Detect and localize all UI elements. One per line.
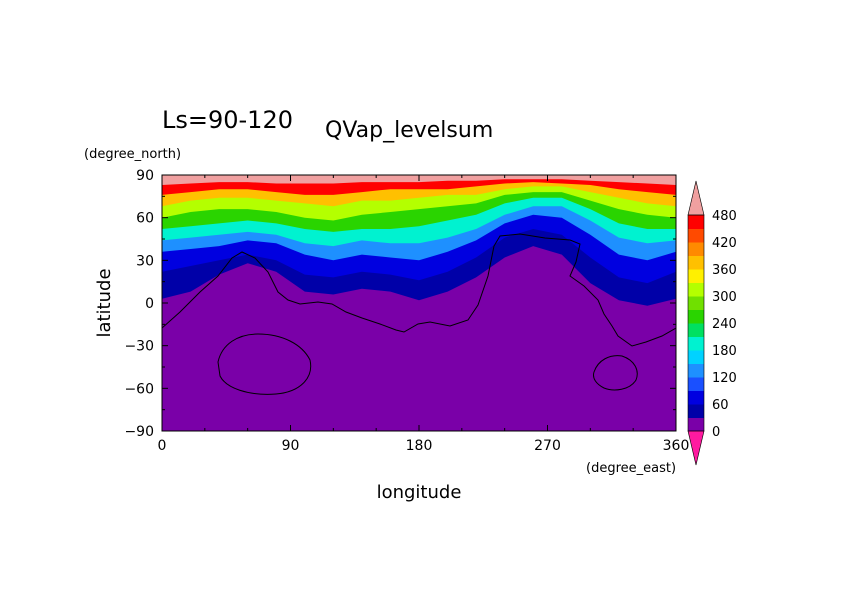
x-axis-ticks: 0 90 180 270 360 [158,175,690,454]
x-units-label: (degree_east) [586,461,676,476]
colorbar-swatch [688,323,704,337]
topo-contour-north [162,233,676,347]
colorbar-label: 0 [712,425,720,440]
x-axis-label: longitude [377,482,462,503]
y-tick-label: −90 [124,424,154,440]
colorbar-arrow-under [687,430,705,466]
y-units-label: (degree_north) [84,147,181,162]
colorbar-label: 300 [712,290,737,305]
colorbar-swatch [688,363,704,378]
y-tick-label: 30 [136,253,154,269]
colorbar-swatch [688,390,704,405]
plot-area [162,175,676,431]
colorbar-frame [687,214,705,432]
colorbar-label: 360 [712,263,737,278]
colorbar: 480 420 360 300 240 180 120 60 0 [687,180,737,466]
topo-contour-basin-west [217,333,312,395]
colorbar-label: 120 [712,371,737,386]
colorbar-swatch [688,282,704,297]
x-tick-label: 0 [158,438,167,454]
colorbar-label: 60 [712,398,729,413]
colorbar-swatch [688,377,704,391]
y-axis-label: latitude [94,268,115,337]
y-tick-label: 60 [136,211,154,227]
chart-title-right: QVap_levelsum [325,118,493,143]
colorbar-swatch [688,350,704,364]
colorbar-swatch [688,309,704,324]
x-tick-label: 90 [282,438,300,454]
colorbar-swatch [688,269,704,283]
colorbar-swatch [688,296,704,310]
y-tick-label: 0 [145,296,154,312]
colorbar-label: 480 [712,209,737,224]
topography-contours [162,233,676,395]
colorbar-label: 240 [712,317,737,332]
colorbar-swatch [688,228,704,243]
colorbar-swatch [688,215,704,229]
x-tick-label: 270 [534,438,561,454]
y-tick-label: −60 [124,381,154,397]
x-tick-label: 180 [406,438,433,454]
colorbar-label: 420 [712,236,737,251]
colorbar-swatch [688,417,704,432]
colorbar-label: 180 [712,344,737,359]
colorbar-swatch [688,404,704,418]
x-tick-label: 360 [663,438,690,454]
topo-contour-basin-east [593,355,638,391]
colorbar-swatch [688,255,704,270]
colorbar-arrow-over [687,180,705,216]
colorbar-swatch [688,336,704,351]
chart-title-left: Ls=90-120 [162,106,293,134]
colorbar-swatch [688,242,704,256]
y-axis-ticks: 90 60 30 0 −30 −60 −90 [124,168,676,440]
y-tick-label: −30 [124,339,154,355]
y-tick-label: 90 [136,168,154,184]
